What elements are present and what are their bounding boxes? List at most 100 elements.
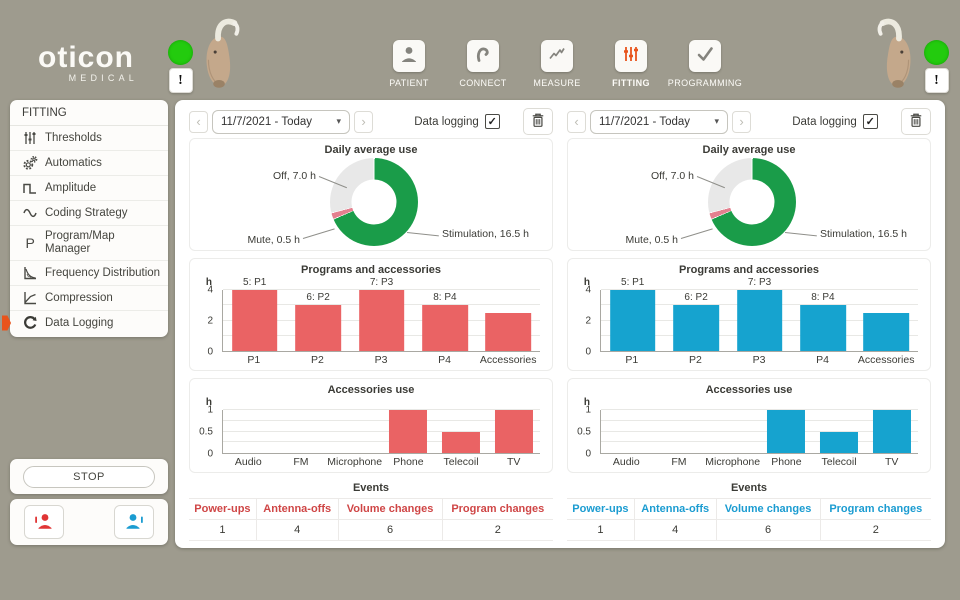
category-label: Telecoil bbox=[821, 456, 857, 468]
left-charts-column: Daily average use Off, 7.0 h Mute, 0.5 h St… bbox=[189, 138, 553, 541]
nav-label: CONNECT bbox=[459, 78, 507, 88]
category-label: FM bbox=[671, 456, 687, 468]
date-next-button[interactable]: › bbox=[732, 110, 751, 133]
events-title: Events bbox=[352, 482, 390, 494]
date-range-value: 11/7/2021 - Today bbox=[599, 115, 691, 128]
bar-slot bbox=[487, 410, 540, 453]
nav-fitting[interactable]: FITTING bbox=[594, 40, 668, 88]
bar bbox=[485, 312, 532, 351]
bar-slot: 8: P4 bbox=[413, 290, 476, 351]
data-logging-checkbox[interactable]: ✓ bbox=[862, 114, 878, 129]
nav-programming[interactable]: PROGRAMMING bbox=[668, 40, 742, 88]
y-axis: h 0 2 4 bbox=[576, 277, 596, 358]
category-label: Microphone bbox=[327, 456, 383, 468]
bar bbox=[609, 290, 656, 351]
sidebar-item-coding-strategy[interactable]: Coding Strategy bbox=[10, 201, 168, 226]
donut-chart: Off, 7.0 h Mute, 0.5 h Stimulation, 16.5 h bbox=[198, 156, 544, 248]
nav-patient[interactable]: PATIENT bbox=[372, 40, 446, 88]
stop-panel: STOP bbox=[10, 459, 168, 494]
bar-slot: 7: P3 bbox=[350, 277, 413, 351]
trash-icon bbox=[531, 112, 545, 131]
events-header-cell: Power-ups bbox=[567, 498, 635, 520]
sidebar-item-thresholds[interactable]: Thresholds bbox=[10, 126, 168, 151]
bar-slots bbox=[223, 410, 540, 453]
events-value-cell: 2 bbox=[441, 519, 553, 541]
sidebar-item-automatics[interactable]: Automatics bbox=[10, 151, 168, 176]
nav-connect[interactable]: CONNECT bbox=[446, 40, 520, 88]
accessories-use-card: Accessories use h 0 0.5 1 Audio FM Microphone Ph… bbox=[567, 378, 931, 473]
chart-title: Daily average use bbox=[702, 144, 796, 156]
category-label: Accessories bbox=[857, 354, 915, 366]
category-label: Audio bbox=[612, 456, 640, 468]
donut-ring bbox=[708, 158, 796, 246]
sidebar-item-data-logging[interactable]: Data Logging bbox=[10, 311, 168, 335]
date-range-select[interactable]: 11/7/2021 - Today ▾ bbox=[590, 109, 728, 134]
date-prev-button[interactable]: ‹ bbox=[189, 110, 208, 133]
data-logging-label: Data logging bbox=[792, 115, 857, 128]
date-prev-button[interactable]: ‹ bbox=[567, 110, 586, 133]
bar bbox=[673, 305, 719, 351]
events-header-cell: Antenna-offs bbox=[255, 498, 339, 520]
sidebar-item-frequency-distribution[interactable]: Frequency Distribution bbox=[10, 261, 168, 286]
measure-icon bbox=[547, 44, 567, 69]
accessories-use-card: Accessories use h 0 0.5 1 Audio FM Microphone Ph… bbox=[189, 378, 553, 473]
category-label: P2 bbox=[310, 354, 324, 366]
sliders-icon bbox=[18, 130, 42, 146]
program-map-icon: P bbox=[18, 235, 42, 251]
left-ear-button[interactable] bbox=[24, 505, 64, 539]
left-ear-data-panel: ‹ 11/7/2021 - Today ▾ › Data logging ✓ D… bbox=[189, 108, 553, 541]
sidebar-title: FITTING bbox=[10, 100, 168, 126]
sidebar-item-amplitude[interactable]: Amplitude bbox=[10, 176, 168, 201]
left-device-alert-button[interactable]: ! bbox=[168, 68, 193, 93]
trash-button[interactable] bbox=[522, 108, 553, 135]
right-ear-button[interactable] bbox=[114, 505, 154, 539]
category-label: Microphone bbox=[705, 456, 761, 468]
stop-button[interactable]: STOP bbox=[23, 465, 155, 488]
donut-leader-line bbox=[302, 228, 335, 239]
bar bbox=[766, 410, 805, 453]
square-wave-icon bbox=[18, 180, 42, 196]
date-range-select[interactable]: 11/7/2021 - Today ▾ bbox=[212, 109, 350, 134]
chart-title: Accessories use bbox=[705, 384, 793, 396]
bar-slots bbox=[601, 410, 918, 453]
bar-slots: 5: P1 6: P2 7: P3 8: P4 bbox=[601, 277, 918, 351]
trash-button[interactable] bbox=[900, 108, 931, 135]
category-label: Accessories bbox=[479, 354, 537, 366]
bar-value-label: 7: P3 bbox=[747, 277, 772, 288]
plot-area: 5: P1 6: P2 7: P3 8: P4 bbox=[600, 277, 918, 352]
data-logging-checkbox[interactable]: ✓ bbox=[484, 114, 500, 129]
bar-chart: h 0 2 4 5: P1 6: P2 7: P3 8: P4 bbox=[584, 277, 918, 358]
bar-slot: 7: P3 bbox=[728, 277, 791, 351]
gridline bbox=[223, 409, 540, 410]
donut-leader-line bbox=[406, 232, 439, 237]
plot-area: 5: P1 6: P2 7: P3 8: P4 bbox=[222, 277, 540, 352]
chart-title: Programs and accessories bbox=[300, 264, 442, 276]
sidebar-item-program-map-manager[interactable]: P Program/Map Manager bbox=[10, 226, 168, 261]
events-value-cell: 2 bbox=[819, 519, 931, 541]
programs-and-accessories-card: Programs and accessories h 0 2 4 5: P1 6: P2 7:… bbox=[567, 258, 931, 371]
gridline bbox=[601, 289, 918, 290]
bar-slot bbox=[329, 410, 382, 453]
donut-label-off: Off, 7.0 h bbox=[651, 170, 694, 182]
events-header-row: Power-ups Antenna-offs Volume changes Progr… bbox=[567, 498, 931, 520]
nav-measure[interactable]: MEASURE bbox=[520, 40, 594, 88]
left-device-status-group: ! bbox=[168, 12, 247, 99]
plot-area bbox=[222, 409, 540, 454]
events-table: Power-ups Antenna-offs Volume changes Progr… bbox=[567, 498, 931, 541]
programs-and-accessories-card: Programs and accessories h 0 2 4 5: P1 6: P2 7:… bbox=[189, 258, 553, 371]
bar-chart: h 0 0.5 1 bbox=[199, 397, 540, 460]
right-device-alert-button[interactable]: ! bbox=[924, 68, 949, 93]
nav-label: MEASURE bbox=[533, 78, 581, 88]
bar-slot bbox=[812, 410, 865, 453]
svg-text:P: P bbox=[26, 235, 35, 251]
frequency-chart-icon bbox=[18, 265, 42, 281]
data-logging-content: ‹ 11/7/2021 - Today ▾ › Data logging ✓ D… bbox=[175, 100, 945, 548]
sidebar-item-compression[interactable]: Compression bbox=[10, 286, 168, 311]
category-label: P3 bbox=[374, 354, 388, 366]
bar-slot: 5: P1 bbox=[601, 277, 664, 351]
right-device-status-group: ! bbox=[870, 12, 949, 99]
category-label: P4 bbox=[438, 354, 451, 366]
date-next-button[interactable]: › bbox=[354, 110, 373, 133]
chart-title: Accessories use bbox=[327, 384, 415, 396]
